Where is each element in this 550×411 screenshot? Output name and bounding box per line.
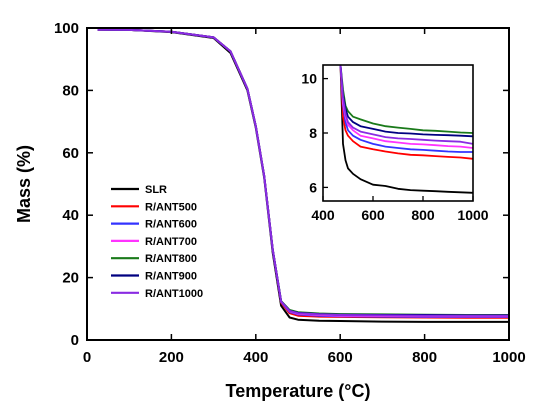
- inset-series-line-5: [339, 64, 474, 138]
- x-tick-label: 400: [243, 349, 268, 366]
- inset-series-layer: [339, 64, 474, 194]
- y-tick-label: 60: [62, 145, 79, 162]
- legend: SLR R/ANT500 R/ANT600 R/ANT700 R/ANT800 R/ANT…: [111, 184, 203, 300]
- y-tick-label: 20: [62, 270, 79, 287]
- inset-axis-ticks: 400 600 800 1000 6 8 10: [301, 71, 488, 223]
- legend-label-1: R/ANT500: [145, 201, 197, 213]
- x-tick-label: 1000: [492, 349, 525, 366]
- inset-series-line-0: [339, 64, 474, 194]
- y-axis-label: Mass (%): [14, 145, 34, 223]
- legend-label-4: R/ANT800: [145, 253, 197, 265]
- y-tick-label: 0: [71, 332, 79, 349]
- x-axis-label: Temperature (°C): [226, 381, 371, 401]
- main-series-line-6: [97, 28, 509, 317]
- y-tick-label: 40: [62, 207, 79, 224]
- inset-series-line-1: [339, 64, 474, 160]
- inset-x-tick-label: 800: [411, 207, 435, 223]
- inset-series-line-4: [339, 64, 474, 134]
- x-tick-label: 200: [159, 349, 184, 366]
- inset-y-tick-label: 6: [309, 179, 317, 195]
- inset-series-line-6: [339, 64, 474, 145]
- x-tick-label: 600: [328, 349, 353, 366]
- x-tick-label: 0: [83, 349, 91, 366]
- main-series-layer: [97, 28, 509, 323]
- legend-label-6: R/ANT1000: [145, 288, 203, 300]
- y-tick-label: 80: [62, 82, 79, 99]
- inset-y-tick-label: 10: [301, 71, 317, 87]
- x-tick-label: 800: [412, 349, 437, 366]
- y-tick-label: 100: [54, 20, 79, 37]
- inset-x-tick-label: 400: [311, 207, 335, 223]
- legend-label-3: R/ANT700: [145, 236, 197, 248]
- inset-x-tick-label: 600: [361, 207, 385, 223]
- legend-label-5: R/ANT900: [145, 271, 197, 283]
- main-axis-ticks: 0 200 400 600 800 1000 0 20 40 60 80 100: [54, 20, 526, 366]
- legend-label-0: SLR: [145, 184, 167, 196]
- legend-label-2: R/ANT600: [145, 219, 197, 231]
- inset-series-line-2: [339, 64, 473, 153]
- inset-x-tick-label: 1000: [457, 207, 488, 223]
- main-plot-frame: [86, 27, 510, 341]
- inset-y-tick-label: 8: [309, 125, 317, 141]
